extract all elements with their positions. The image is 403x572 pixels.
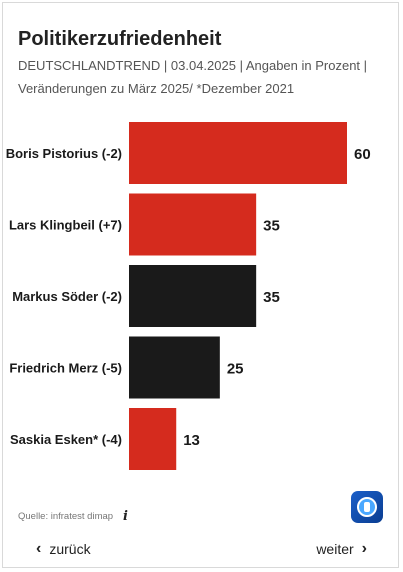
value-label: 60 [354,146,371,163]
value-label: 35 [263,289,280,306]
bar [129,408,177,470]
bar [129,122,347,184]
category-label: Friedrich Merz (-5) [9,361,122,376]
chevron-right-icon: › [361,540,367,557]
value-label: 25 [227,361,244,378]
prev-button[interactable]: ‹ zurück [36,540,91,558]
category-label: Boris Pistorius (-2) [6,146,122,161]
category-label: Lars Klingbeil (+7) [9,218,122,233]
info-icon[interactable]: i [123,509,128,524]
tagesschau-logo [351,491,383,523]
chart-subtitle-line2: Veränderungen zu März 2025/ *Dezember 20… [18,81,295,96]
chart-frame [2,2,399,568]
chart-title: Politikerzufriedenheit [18,28,222,50]
prev-label: zurück [49,541,91,557]
category-label: Markus Söder (-2) [12,289,122,304]
chart-subtitle-line1: DEUTSCHLANDTREND | 03.04.2025 | Angaben … [18,58,368,73]
value-label: 35 [263,218,280,235]
bar [129,265,257,327]
bar [129,336,220,399]
chevron-left-icon: ‹ [36,540,42,557]
next-button[interactable]: weiter › [316,540,367,558]
category-label: Saskia Esken* (-4) [10,432,122,447]
bar [129,193,257,256]
source-note: Quelle: infratest dimap [18,511,114,522]
next-label: weiter [316,541,354,557]
logo-globe-icon [357,497,377,517]
value-label: 13 [183,432,200,449]
